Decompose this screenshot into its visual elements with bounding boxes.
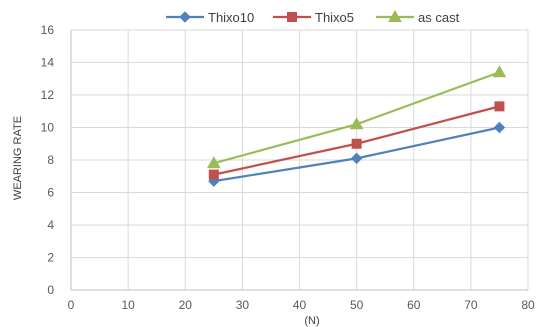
data-point-as-cast xyxy=(206,156,221,169)
legend-label-thixo5: Thixo5 xyxy=(315,10,354,25)
series-thixo10 xyxy=(208,121,506,187)
legend-item-thixo5: Thixo5 xyxy=(273,10,354,25)
y-tick-label: 8 xyxy=(47,153,54,167)
x-tick-label: 10 xyxy=(121,298,135,312)
series-group xyxy=(206,65,507,187)
data-point-thixo10 xyxy=(350,152,363,165)
data-point-as-cast xyxy=(492,65,507,78)
data-point-as-cast xyxy=(349,117,364,130)
x-tick-label: 80 xyxy=(521,298,535,312)
legend: Thixo10 Thixo5 as cast xyxy=(166,9,460,25)
series-as-cast xyxy=(206,65,507,169)
axes xyxy=(70,30,528,291)
legend-marker-thixo10 xyxy=(179,11,191,23)
x-tick-label: 30 xyxy=(236,298,250,312)
grid-lines xyxy=(71,29,529,290)
legend-marker-as-cast xyxy=(388,9,402,22)
x-tick-label: 70 xyxy=(464,298,478,312)
legend-label-as-cast: as cast xyxy=(418,10,460,25)
x-tick-label: 40 xyxy=(293,298,307,312)
y-tick-label: 12 xyxy=(41,88,55,102)
x-tick-label: 60 xyxy=(407,298,421,312)
data-point-thixo5 xyxy=(494,101,505,112)
y-axis-title: WEARING RATE xyxy=(12,116,24,200)
legend-item-thixo10: Thixo10 xyxy=(166,10,254,25)
y-tick-label: 0 xyxy=(47,283,54,297)
legend-marker-thixo5 xyxy=(287,12,297,22)
x-axis-title: (N) xyxy=(304,315,319,327)
y-tick-label: 6 xyxy=(47,186,54,200)
y-tick-label: 10 xyxy=(41,121,55,135)
x-tick-label: 20 xyxy=(179,298,193,312)
data-point-thixo5 xyxy=(208,169,219,180)
legend-item-as-cast: as cast xyxy=(376,9,460,25)
x-tick-labels: 0 10 20 30 40 50 60 70 80 xyxy=(68,298,535,312)
y-tick-labels: 0 2 4 6 8 10 12 14 16 xyxy=(41,23,55,297)
legend-label-thixo10: Thixo10 xyxy=(208,10,254,25)
series-thixo5 xyxy=(208,101,505,180)
data-point-thixo10 xyxy=(493,121,506,134)
y-tick-label: 14 xyxy=(41,56,55,70)
data-point-thixo5 xyxy=(351,138,362,149)
x-tick-label: 0 xyxy=(68,298,75,312)
y-tick-label: 2 xyxy=(47,251,54,265)
y-tick-label: 4 xyxy=(47,218,54,232)
x-tick-label: 50 xyxy=(350,298,364,312)
y-tick-label: 16 xyxy=(41,23,55,37)
